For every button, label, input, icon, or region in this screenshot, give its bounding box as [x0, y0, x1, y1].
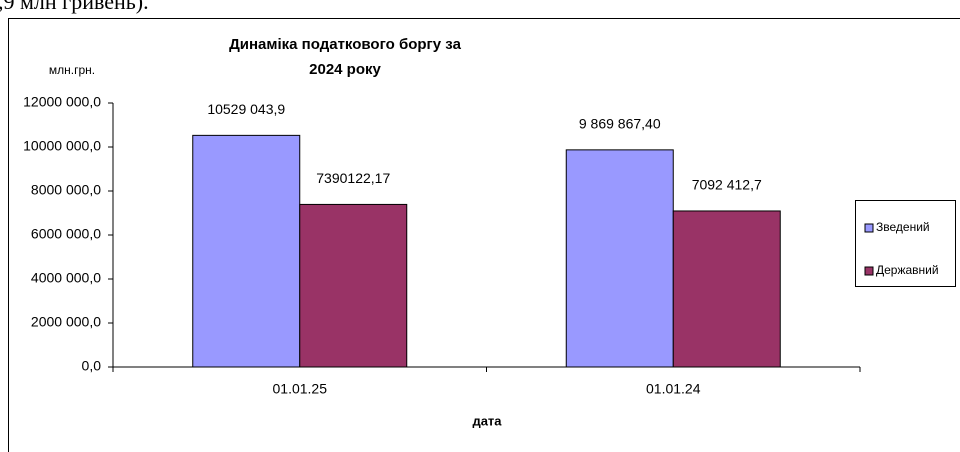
legend-label: Зведений [876, 220, 930, 234]
y-axis-label: млн.грн. [49, 63, 95, 77]
document-text: ,9 млн гривень). [0, 0, 149, 14]
legend-swatch [864, 266, 874, 276]
y-tick-label: 2000 000,0 [31, 314, 101, 330]
y-tick-label: 6000 000,0 [31, 226, 101, 242]
y-tick-label: 12000 000,0 [23, 94, 101, 110]
legend-label: Державний [876, 263, 939, 277]
bar [672, 210, 781, 368]
chart-frame [8, 18, 960, 452]
y-tick-label: 0,0 [82, 358, 102, 374]
x-axis-label: дата [472, 413, 502, 428]
legend-swatch [864, 223, 874, 233]
bar [299, 203, 408, 368]
x-tick-label: 01.01.24 [646, 381, 701, 397]
y-tick-label: 10000 000,0 [23, 138, 101, 154]
chart-title: 2024 року [309, 61, 381, 78]
data-label: 9 869 867,40 [579, 116, 661, 132]
bar [565, 149, 674, 368]
x-tick-label: 01.01.25 [273, 381, 328, 397]
y-tick-label: 8000 000,0 [31, 182, 101, 198]
data-label: 10529 043,9 [207, 101, 285, 117]
chart-title: Динаміка податкового боргу за [229, 36, 461, 53]
data-label: 7092 412,7 [692, 177, 762, 193]
bar [192, 134, 301, 368]
y-tick-label: 4000 000,0 [31, 270, 101, 286]
data-label: 7390122,17 [316, 170, 390, 186]
